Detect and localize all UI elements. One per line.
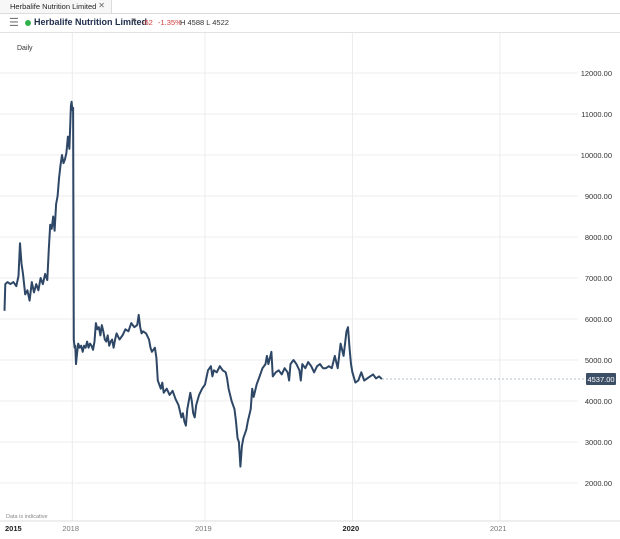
x-tick-label: 2015 xyxy=(5,524,22,533)
market-status-dot xyxy=(25,20,31,26)
y-tick-label: 12000.00 xyxy=(581,69,612,78)
x-tick-label: 2021 xyxy=(490,524,507,533)
y-tick-label: 2000.00 xyxy=(585,479,612,488)
x-tick-label: 2020 xyxy=(342,524,359,533)
current-value-label: 4537.00 xyxy=(587,375,614,384)
y-tick-label: 4000.00 xyxy=(585,397,612,406)
high-low: H 4588 L 4522 xyxy=(180,18,229,27)
chart-header: ☰ Herbalife Nutrition Limited ▼ -62 -1.3… xyxy=(0,14,620,33)
x-tick-label: 2019 xyxy=(195,524,212,533)
price-series-line xyxy=(3,100,383,468)
y-tick-label: 10000.00 xyxy=(581,151,612,160)
tab-title: Herbalife Nutrition Limited xyxy=(10,2,97,11)
instrument-tab[interactable]: Herbalife Nutrition Limited ✕ xyxy=(0,0,112,13)
chevron-down-icon[interactable]: ▼ xyxy=(131,18,137,24)
y-tick-label: 11000.00 xyxy=(581,110,612,119)
y-tick-label: 8000.00 xyxy=(585,233,612,242)
interval-label[interactable]: Daily xyxy=(17,45,33,52)
current-value-badge xyxy=(586,372,616,385)
y-tick-label: 9000.00 xyxy=(585,192,612,201)
x-tick-label: 2018 xyxy=(62,524,79,533)
tab-bar: Herbalife Nutrition Limited ✕ xyxy=(0,0,620,14)
y-tick-label: 3000.00 xyxy=(585,438,612,447)
y-tick-label: 6000.00 xyxy=(585,315,612,324)
instrument-name[interactable]: Herbalife Nutrition Limited xyxy=(34,17,148,27)
price-change: -62 xyxy=(142,18,153,27)
y-tick-label: 7000.00 xyxy=(585,274,612,283)
hamburger-icon[interactable]: ☰ xyxy=(9,17,19,29)
data-indicative-note: Data is indicative xyxy=(6,514,48,520)
close-icon[interactable]: ✕ xyxy=(98,1,105,10)
price-change-percent: -1.35% xyxy=(158,18,182,27)
y-tick-label: 5000.00 xyxy=(585,356,612,365)
